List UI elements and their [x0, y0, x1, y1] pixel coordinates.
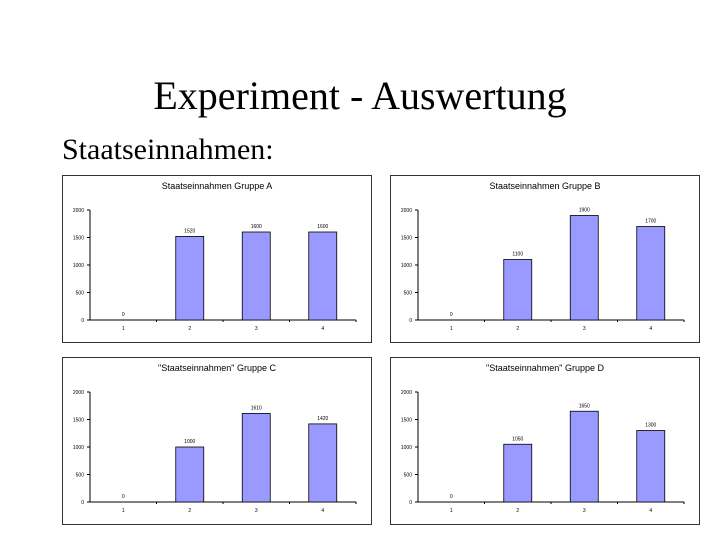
bar — [636, 226, 666, 321]
y-tick-label: 1500 — [401, 236, 412, 242]
x-tick-label: 2 — [516, 326, 519, 332]
chart-panel-gruppe-b: Staatseinnahmen Gruppe B 2000 1500 1000 500 0… — [390, 175, 700, 343]
x-tick-label: 4 — [321, 326, 324, 332]
panel-border — [62, 175, 372, 343]
chart-panel-gruppe-c: "Staatseinnahmen" Gruppe C 2000 1500 1000 50… — [62, 357, 372, 525]
bar — [503, 259, 533, 321]
slide-subtitle: Staatseinnahmen: — [62, 133, 274, 166]
y-tick-label: 500 — [404, 291, 413, 297]
x-tick-label: 4 — [649, 508, 652, 514]
data-label: 1420 — [317, 416, 328, 422]
data-label: 0 — [122, 494, 125, 500]
x-tick-label: 1 — [122, 326, 125, 332]
y-tick-label: 1500 — [73, 418, 84, 424]
data-label: 1000 — [184, 439, 195, 445]
data-label: 1650 — [579, 403, 590, 409]
bar — [636, 430, 666, 503]
x-tick-label: 1 — [450, 508, 453, 514]
y-tick-label: 500 — [76, 473, 85, 479]
bar-chart: "Staatseinnahmen" Gruppe D 2000 1500 1000 50… — [390, 357, 700, 525]
x-tick-label: 3 — [255, 326, 258, 332]
y-tick-label: 1000 — [73, 263, 84, 269]
bar — [175, 236, 205, 321]
bar-chart: Staatseinnahmen Gruppe B 2000 1500 1000 500 0… — [390, 175, 700, 343]
chart-panel-gruppe-d: "Staatseinnahmen" Gruppe D 2000 1500 1000 50… — [390, 357, 700, 525]
bar — [308, 231, 338, 321]
panel-border — [62, 357, 372, 525]
bar — [569, 410, 599, 503]
x-tick-label: 2 — [188, 508, 191, 514]
y-tick-label: 0 — [81, 318, 84, 324]
x-tick-label: 1 — [122, 508, 125, 514]
data-label: 1050 — [512, 436, 523, 442]
chart-title: "Staatseinnahmen" Gruppe C — [158, 363, 276, 373]
data-label: 1520 — [184, 228, 195, 234]
x-tick-label: 3 — [255, 508, 258, 514]
data-label: 1300 — [645, 423, 656, 429]
y-tick-label: 0 — [409, 500, 412, 506]
y-tick-label: 1500 — [401, 418, 412, 424]
bar — [241, 231, 271, 321]
data-label: 0 — [122, 312, 125, 318]
x-tick-label: 4 — [321, 508, 324, 514]
chart-panel-gruppe-a: Staatseinnahmen Gruppe A 2000 1500 1000 500 0… — [62, 175, 372, 343]
y-tick-label: 1000 — [73, 445, 84, 451]
x-tick-label: 2 — [516, 508, 519, 514]
bar — [175, 446, 205, 503]
x-tick-label: 4 — [649, 326, 652, 332]
data-label: 1600 — [317, 224, 328, 230]
bar — [569, 215, 599, 321]
data-label: 0 — [450, 494, 453, 500]
bar — [241, 413, 271, 503]
x-tick-label: 1 — [450, 326, 453, 332]
data-label: 1100 — [512, 252, 523, 258]
y-tick-label: 1000 — [401, 445, 412, 451]
y-tick-label: 0 — [409, 318, 412, 324]
chart-title: "Staatseinnahmen" Gruppe D — [486, 363, 604, 373]
y-tick-label: 500 — [76, 291, 85, 297]
bar — [308, 423, 338, 503]
panel-border — [390, 175, 700, 343]
data-label: 1600 — [251, 224, 262, 230]
y-tick-label: 0 — [81, 500, 84, 506]
x-tick-label: 3 — [583, 508, 586, 514]
y-tick-label: 1000 — [401, 263, 412, 269]
y-tick-label: 500 — [404, 473, 413, 479]
y-tick-label: 2000 — [73, 390, 84, 396]
data-label: 1700 — [645, 219, 656, 225]
y-tick-label: 2000 — [73, 208, 84, 214]
y-tick-label: 1500 — [73, 236, 84, 242]
data-label: 1610 — [251, 405, 262, 411]
x-tick-label: 3 — [583, 326, 586, 332]
y-tick-label: 2000 — [401, 208, 412, 214]
data-label: 0 — [450, 312, 453, 318]
chart-title: Staatseinnahmen Gruppe B — [489, 181, 600, 191]
slide-title: Experiment - Auswertung — [153, 73, 567, 118]
data-label: 1900 — [579, 208, 590, 214]
bar-chart: Staatseinnahmen Gruppe A 2000 1500 1000 500 0… — [62, 175, 372, 343]
y-tick-label: 2000 — [401, 390, 412, 396]
bar-chart: "Staatseinnahmen" Gruppe C 2000 1500 1000 50… — [62, 357, 372, 525]
chart-title: Staatseinnahmen Gruppe A — [162, 181, 273, 191]
x-tick-label: 2 — [188, 326, 191, 332]
panel-border — [390, 357, 700, 525]
bar — [503, 443, 533, 503]
